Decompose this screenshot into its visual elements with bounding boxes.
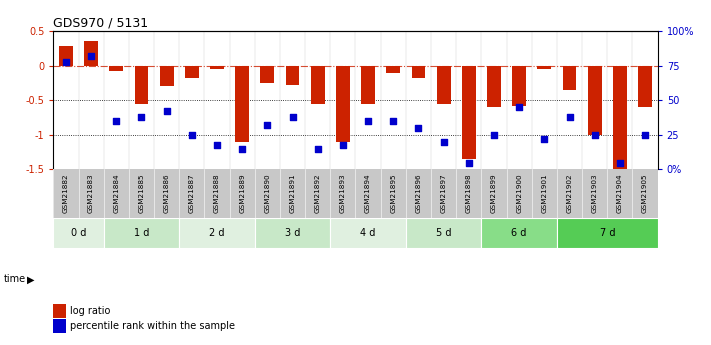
Text: GSM21892: GSM21892 (315, 174, 321, 213)
Point (438, 139, 449, 145)
Point (488, 132, 500, 138)
Point (312, 146, 324, 151)
Text: 4 d: 4 d (360, 228, 376, 238)
Bar (406, 218, 481, 248)
Text: 2 d: 2 d (209, 228, 225, 238)
Bar (481, 218, 557, 248)
Text: GSM21896: GSM21896 (415, 174, 422, 213)
Bar (638, 66, 652, 107)
Text: GSM21903: GSM21903 (592, 174, 598, 213)
Text: GSM21898: GSM21898 (466, 174, 472, 213)
Text: GSM21894: GSM21894 (365, 174, 371, 213)
Point (111, 118, 122, 124)
Text: GSM21887: GSM21887 (189, 174, 195, 213)
Bar (557, 218, 658, 248)
Bar (179, 218, 255, 248)
Bar (386, 66, 400, 72)
Point (589, 132, 600, 138)
Point (136, 114, 147, 120)
Text: GSM21901: GSM21901 (541, 174, 547, 213)
Text: percentile rank within the sample: percentile rank within the sample (70, 321, 235, 331)
Text: GSM21888: GSM21888 (214, 174, 220, 213)
Point (463, 160, 474, 165)
Bar (255, 218, 331, 248)
Text: GSM21897: GSM21897 (441, 174, 447, 213)
Point (85, 53, 97, 59)
Bar (331, 218, 406, 248)
Point (363, 118, 374, 124)
Text: 6 d: 6 d (511, 228, 527, 238)
Text: 7 d: 7 d (599, 228, 615, 238)
Point (60, 59, 72, 64)
Point (639, 132, 651, 138)
Point (237, 146, 248, 151)
Text: GDS970 / 5131: GDS970 / 5131 (53, 17, 149, 30)
Text: GSM21900: GSM21900 (516, 174, 522, 213)
Bar (59, 46, 73, 66)
Text: 3 d: 3 d (285, 228, 300, 238)
Text: GSM21883: GSM21883 (88, 174, 94, 213)
Point (614, 160, 626, 165)
Text: GSM21884: GSM21884 (113, 174, 119, 213)
Point (413, 125, 424, 131)
Point (186, 132, 198, 138)
Point (539, 136, 550, 142)
Point (387, 118, 399, 124)
Point (287, 114, 298, 120)
Text: GSM21899: GSM21899 (491, 174, 497, 213)
Bar (235, 66, 249, 142)
Bar (104, 218, 179, 248)
Text: GSM21895: GSM21895 (390, 174, 396, 213)
Bar (412, 66, 425, 78)
Bar (311, 66, 325, 104)
Bar (286, 66, 299, 85)
Bar (84, 41, 98, 66)
Text: GSM21893: GSM21893 (340, 174, 346, 213)
Point (161, 109, 172, 114)
Point (211, 142, 223, 147)
Bar (437, 66, 451, 104)
Bar (538, 66, 551, 69)
Text: ▶: ▶ (27, 275, 35, 284)
Bar (512, 66, 526, 106)
Text: 1 d: 1 d (134, 228, 149, 238)
Bar (487, 66, 501, 107)
Bar (613, 66, 627, 169)
Text: 0 d: 0 d (71, 228, 86, 238)
Text: GSM21891: GSM21891 (289, 174, 296, 213)
Text: GSM21886: GSM21886 (164, 174, 170, 213)
Bar (562, 66, 577, 90)
Point (513, 105, 525, 110)
Bar (109, 66, 123, 71)
Text: GSM21885: GSM21885 (139, 174, 144, 213)
Bar (462, 66, 476, 159)
Text: 5 d: 5 d (436, 228, 451, 238)
Bar (361, 66, 375, 104)
Bar (160, 66, 173, 87)
Point (262, 122, 273, 128)
Text: GSM21890: GSM21890 (264, 174, 270, 213)
Bar (134, 66, 149, 104)
Bar (260, 66, 274, 83)
Text: time: time (4, 275, 26, 284)
Bar (53, 218, 104, 248)
Bar (185, 66, 199, 78)
Text: GSM21889: GSM21889 (239, 174, 245, 213)
Point (564, 114, 575, 120)
Text: GSM21904: GSM21904 (617, 174, 623, 213)
Text: GSM21882: GSM21882 (63, 174, 69, 213)
Point (337, 142, 348, 147)
Text: log ratio: log ratio (70, 306, 111, 316)
Bar (210, 66, 224, 69)
Text: GSM21905: GSM21905 (642, 174, 648, 213)
Bar (336, 66, 350, 142)
Bar (588, 66, 602, 135)
Text: GSM21902: GSM21902 (567, 174, 572, 213)
